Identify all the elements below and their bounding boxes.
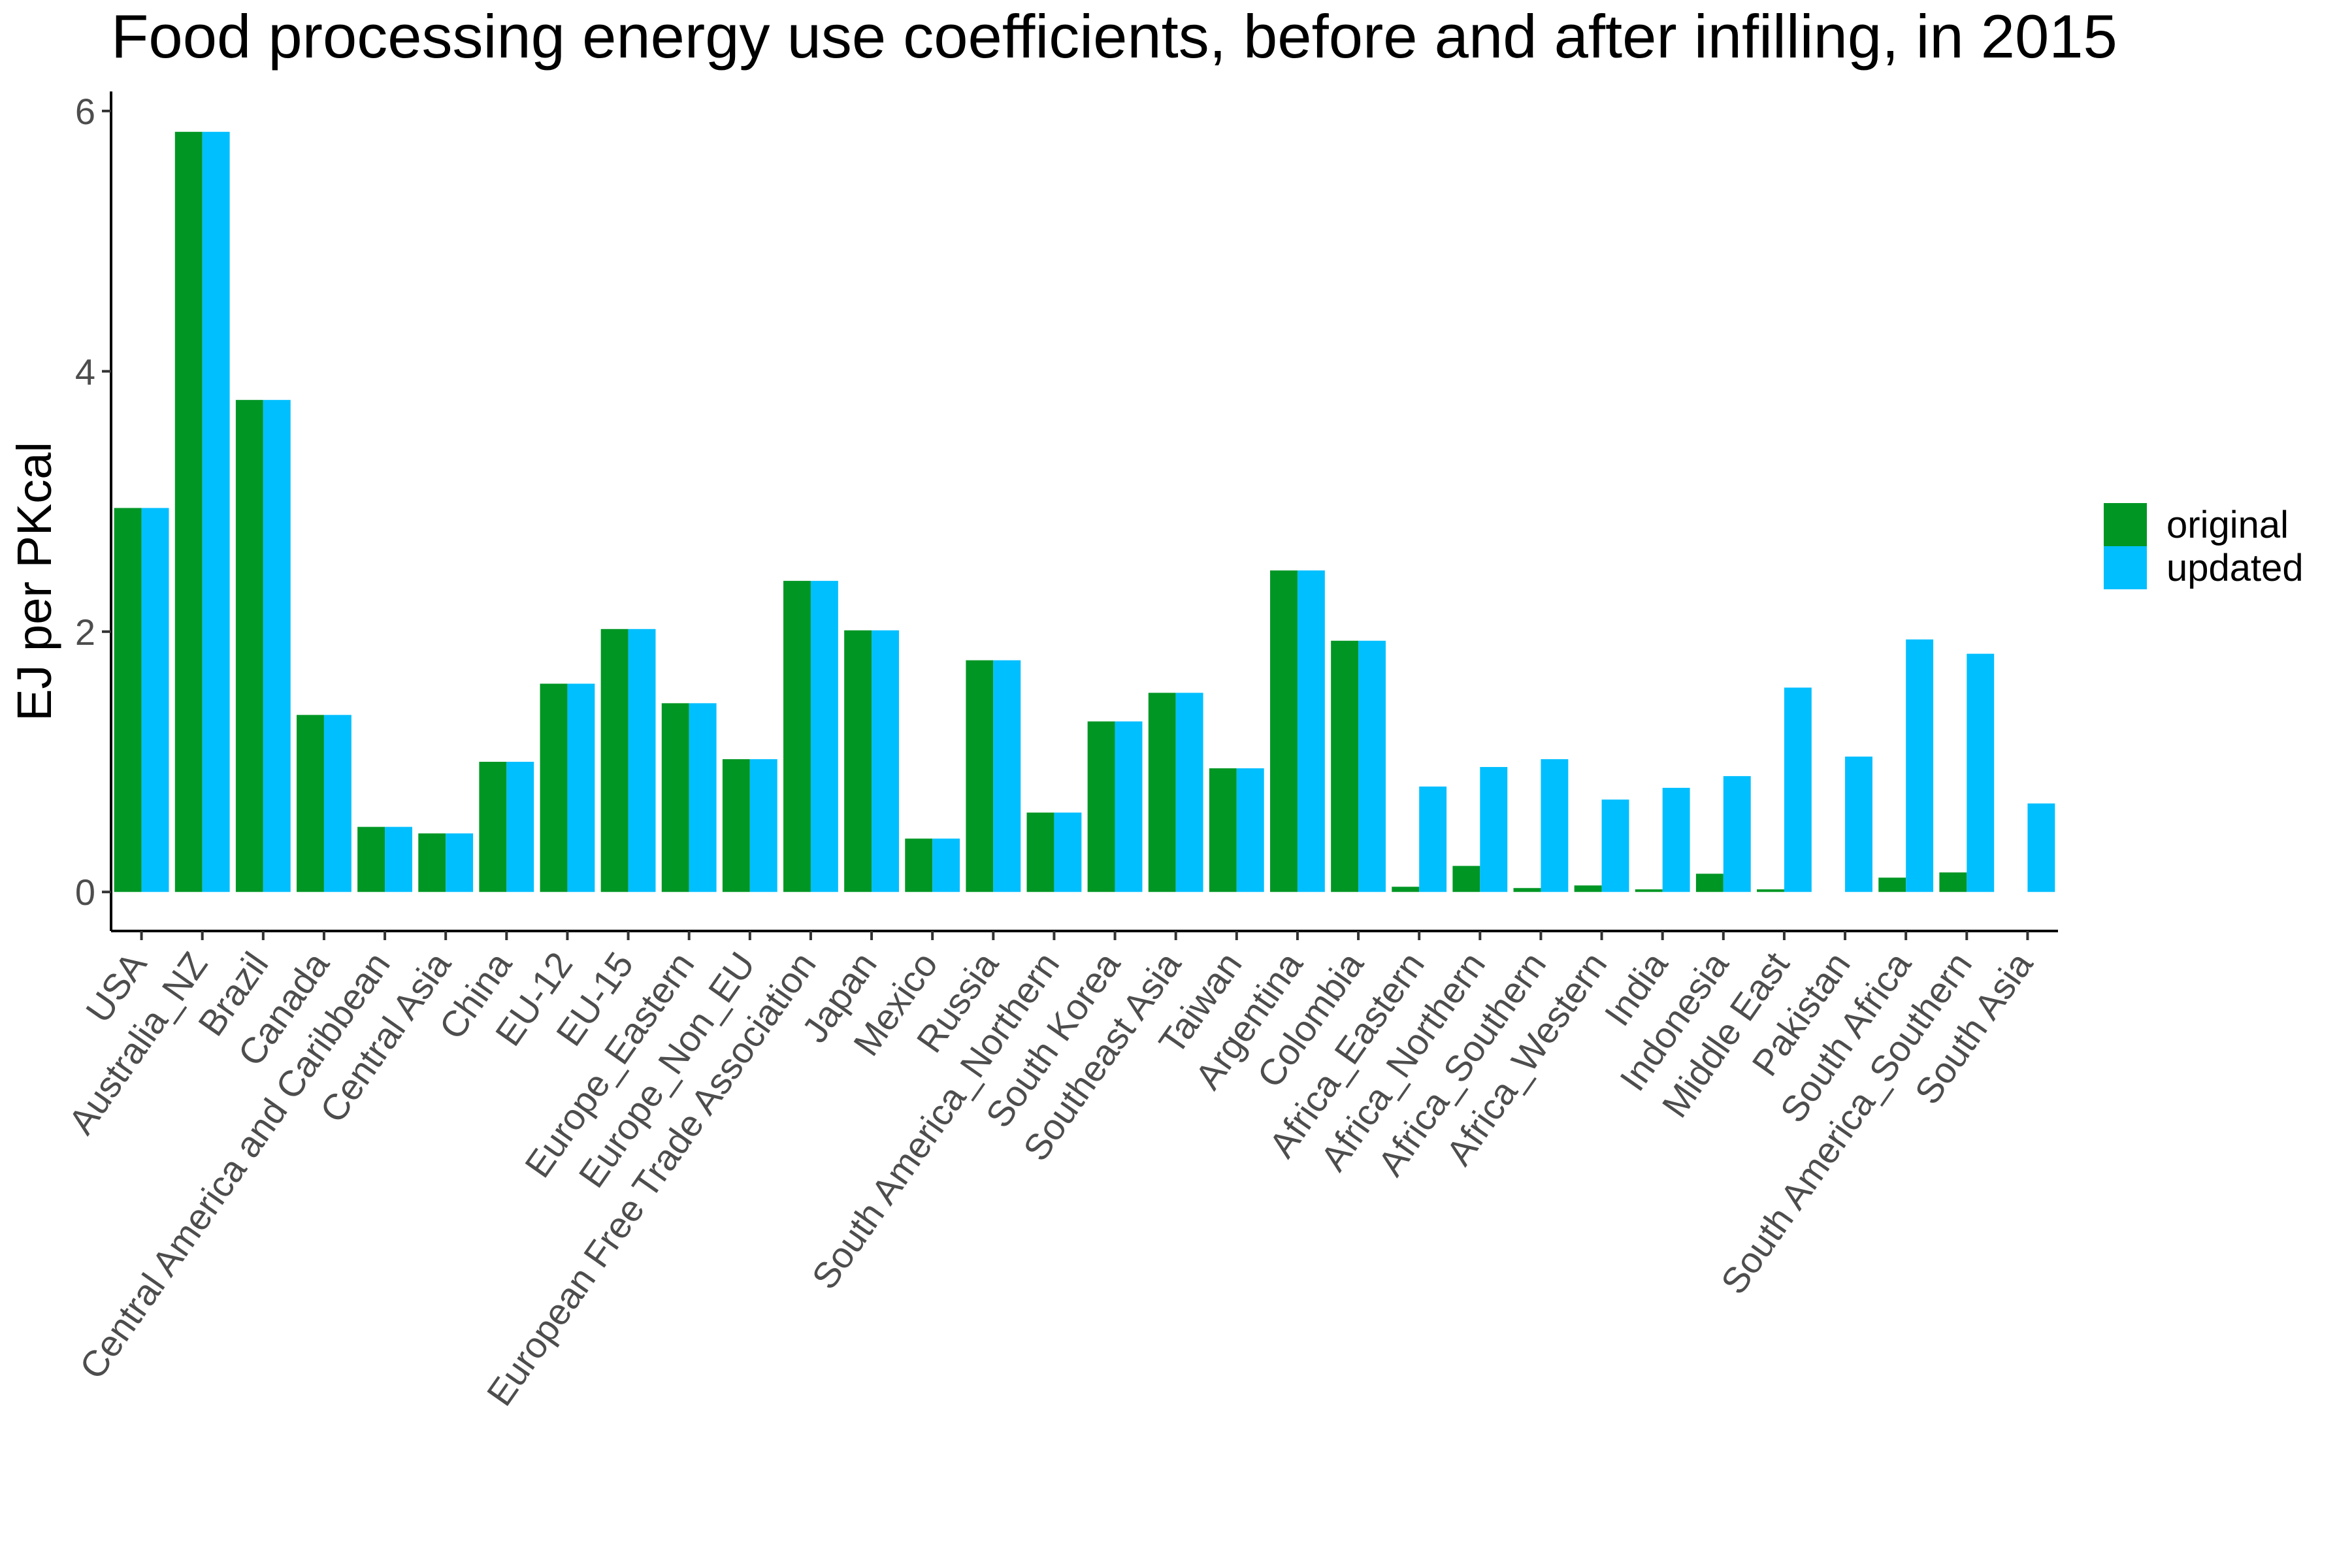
legend-key-original xyxy=(2104,503,2147,546)
bar-original-8 xyxy=(600,629,629,892)
bar-updated-27 xyxy=(1784,687,1812,892)
bar-updated-18 xyxy=(1236,768,1264,892)
bar-original-16 xyxy=(1087,721,1115,892)
bar-original-15 xyxy=(1026,812,1054,892)
bar-updated-31 xyxy=(2027,803,2055,892)
bar-original-7 xyxy=(540,683,568,892)
bar-original-25 xyxy=(1635,889,1663,892)
bar-updated-9 xyxy=(689,703,717,892)
bar-original-22 xyxy=(1452,866,1480,892)
bar-updated-1 xyxy=(202,131,230,892)
bar-updated-26 xyxy=(1723,776,1751,892)
y-axis-label: EJ per PKcal xyxy=(7,442,61,721)
bar-original-23 xyxy=(1513,888,1541,892)
bar-original-1 xyxy=(174,131,203,892)
bar-original-21 xyxy=(1392,887,1420,892)
bar-original-29 xyxy=(1878,877,1906,892)
legend-key-updated xyxy=(2104,546,2147,589)
bar-original-24 xyxy=(1574,885,1602,892)
bar-updated-20 xyxy=(1358,640,1386,892)
bar-updated-0 xyxy=(141,508,169,892)
bar-original-4 xyxy=(357,826,385,892)
bar-updated-13 xyxy=(932,838,960,892)
bar-updated-3 xyxy=(323,715,351,892)
bar-updated-14 xyxy=(993,660,1021,892)
bar-updated-6 xyxy=(506,762,534,892)
bar-original-27 xyxy=(1757,889,1784,892)
y-ticks-layer: 0 2 4 6 xyxy=(75,91,111,913)
bar-updated-23 xyxy=(1541,759,1569,892)
bar-updated-22 xyxy=(1480,766,1508,892)
bar-updated-12 xyxy=(872,630,899,892)
axes-layer xyxy=(110,91,2058,932)
bar-updated-15 xyxy=(1054,812,1082,892)
y-tick-label: 4 xyxy=(75,351,95,392)
bar-updated-29 xyxy=(1906,639,1934,892)
bar-original-2 xyxy=(235,400,263,892)
bar-updated-30 xyxy=(1967,653,1995,892)
bar-updated-28 xyxy=(1845,757,1872,892)
bar-original-13 xyxy=(905,838,933,892)
bar-updated-7 xyxy=(567,683,595,892)
bar-original-12 xyxy=(844,630,872,892)
bar-original-20 xyxy=(1331,640,1359,892)
bar-updated-25 xyxy=(1662,787,1690,892)
bar-updated-8 xyxy=(628,629,656,892)
bar-updated-19 xyxy=(1297,570,1325,892)
chart-title: Food processing energy use coefficients,… xyxy=(111,2,2117,71)
bar-updated-11 xyxy=(810,581,838,892)
y-tick-label: 6 xyxy=(75,91,95,132)
bar-original-9 xyxy=(661,703,689,892)
bar-updated-17 xyxy=(1175,693,1203,892)
bar-original-3 xyxy=(297,715,324,892)
bar-updated-10 xyxy=(749,759,777,892)
y-tick-label: 2 xyxy=(75,612,95,653)
bar-original-0 xyxy=(114,508,142,892)
legend-label-original: original xyxy=(2166,504,2289,546)
bar-updated-2 xyxy=(263,400,291,892)
bar-original-30 xyxy=(1939,872,1967,892)
bar-updated-4 xyxy=(385,826,412,892)
bar-original-10 xyxy=(722,759,750,892)
bar-updated-21 xyxy=(1419,786,1447,892)
bar-original-11 xyxy=(783,581,811,892)
bar-original-18 xyxy=(1209,768,1237,892)
bar-updated-24 xyxy=(1601,799,1629,892)
bar-original-19 xyxy=(1270,570,1298,892)
bar-original-14 xyxy=(966,660,994,892)
y-tick-label: 0 xyxy=(75,872,95,913)
bar-original-17 xyxy=(1148,693,1176,892)
bar-updated-16 xyxy=(1115,721,1143,892)
bar-original-5 xyxy=(418,833,446,892)
bar-original-26 xyxy=(1695,874,1723,892)
legend-label-updated: updated xyxy=(2166,547,2304,589)
bars-layer xyxy=(114,131,2055,892)
bar-original-6 xyxy=(479,762,507,892)
bar-updated-5 xyxy=(446,833,474,892)
